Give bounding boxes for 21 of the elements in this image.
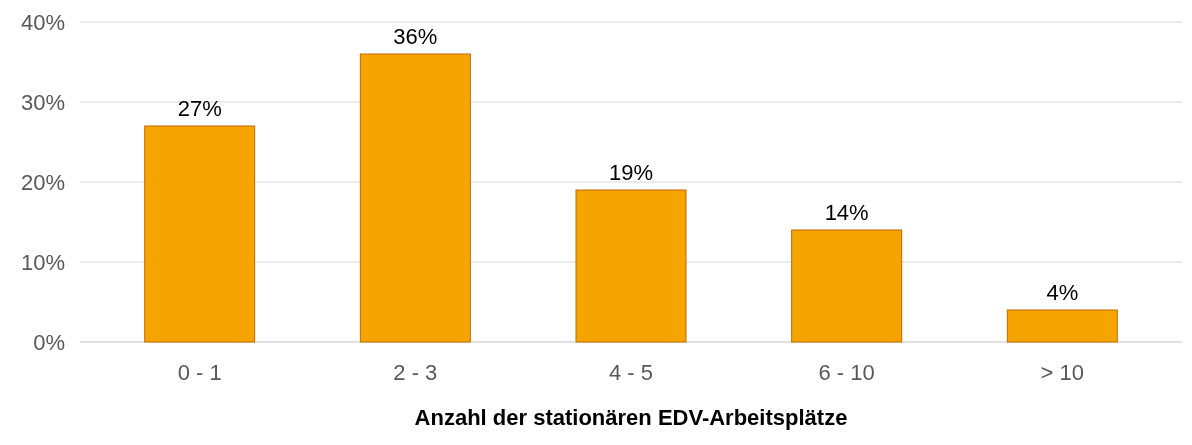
data-label: 4%: [1046, 280, 1079, 305]
data-label: 27%: [177, 96, 222, 121]
bar: [791, 229, 903, 343]
x-tick-label: 4 - 5: [608, 360, 654, 385]
data-label: 14%: [824, 200, 869, 225]
y-tick-label: 10%: [20, 249, 65, 275]
x-tick-label: > 10: [1040, 360, 1085, 385]
bar: [1006, 309, 1118, 343]
x-tick-label: 0 - 1: [177, 360, 222, 385]
x-tick-label: 2 - 3: [393, 360, 438, 385]
data-label: 36%: [393, 24, 438, 49]
y-tick-label: 20%: [20, 169, 65, 195]
y-tick-label: 40%: [20, 9, 65, 35]
bar: [575, 189, 687, 343]
y-tick-label: 0%: [33, 329, 65, 355]
x-axis-title: Anzahl der stationären EDV-Arbeitsplätze: [414, 405, 848, 430]
bar: [144, 125, 256, 343]
y-tick-label: 30%: [20, 89, 65, 115]
data-label: 19%: [608, 160, 654, 185]
bar: [359, 53, 471, 343]
x-tick-label: 6 - 10: [818, 360, 875, 385]
